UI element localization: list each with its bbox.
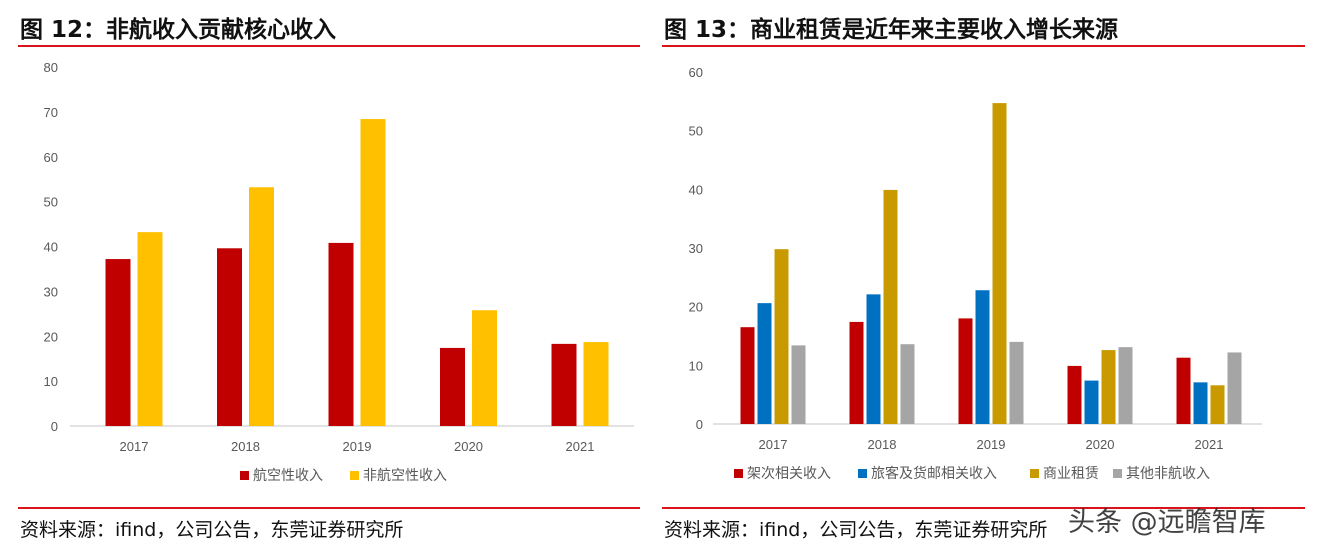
bar-2017-航空性收入 — [105, 259, 131, 426]
x-tick-label: 2018 — [868, 437, 897, 452]
y-tick-label: 60 — [689, 65, 703, 80]
y-tick-label: 50 — [44, 195, 58, 210]
x-tick-label: 2019 — [977, 437, 1006, 452]
bar-2020-旅客及货邮相关收入 — [1084, 380, 1099, 424]
source-note-right: 资料来源：ifind，公司公告，东莞证券研究所 — [664, 519, 1048, 541]
bar-2018-商业租赁 — [883, 189, 898, 424]
source-divider-left — [18, 507, 640, 509]
y-tick-label: 30 — [44, 284, 58, 299]
title-divider-right — [662, 45, 1305, 47]
watermark: 头条 @远瞻智库 — [1068, 507, 1266, 538]
bar-2021-旅客及货邮相关收入 — [1193, 382, 1208, 424]
bar-2021-航空性收入 — [551, 343, 577, 426]
y-tick-label: 40 — [689, 182, 703, 197]
y-tick-label: 70 — [44, 105, 58, 120]
x-tick-label: 2021 — [1195, 437, 1224, 452]
title-divider-left — [18, 45, 640, 47]
bar-2021-架次相关收入 — [1176, 357, 1191, 424]
bar-2019-架次相关收入 — [958, 318, 973, 424]
bar-2020-其他非航收入 — [1118, 347, 1133, 424]
bar-2017-架次相关收入 — [740, 327, 755, 424]
source-note-left: 资料来源：ifind，公司公告，东莞证券研究所 — [20, 519, 404, 541]
bar-2018-其他非航收入 — [900, 344, 915, 424]
bar-2018-旅客及货邮相关收入 — [866, 294, 881, 424]
y-tick-label: 80 — [44, 60, 58, 75]
legend-swatch — [1113, 469, 1122, 478]
bar-2020-商业租赁 — [1101, 350, 1116, 424]
y-tick-label: 10 — [689, 358, 703, 373]
bar-2019-航空性收入 — [328, 242, 354, 426]
figure-13-title: 图 13：商业租赁是近年来主要收入增长来源 — [664, 17, 1119, 43]
x-tick-label: 2020 — [1086, 437, 1115, 452]
y-tick-label: 20 — [689, 300, 703, 315]
legend-swatch — [1030, 469, 1039, 478]
legend-label: 非航空性收入 — [363, 468, 447, 484]
figure-12-title: 图 12：非航收入贡献核心收入 — [20, 17, 337, 43]
x-tick-label: 2018 — [231, 439, 260, 454]
bar-2021-其他非航收入 — [1227, 352, 1242, 424]
bar-2017-旅客及货邮相关收入 — [757, 303, 772, 424]
legend-label: 航空性收入 — [253, 468, 323, 484]
bar-2018-航空性收入 — [217, 248, 242, 426]
bar-2019-旅客及货邮相关收入 — [975, 290, 990, 424]
source-divider-right — [662, 507, 1305, 509]
legend-label: 旅客及货邮相关收入 — [871, 465, 997, 482]
bar-2018-非航空性收入 — [249, 187, 274, 426]
bar-2020-非航空性收入 — [472, 310, 497, 426]
bar-2017-商业租赁 — [774, 249, 789, 424]
bar-2019-非航空性收入 — [360, 119, 386, 427]
legend-label: 其他非航收入 — [1126, 466, 1210, 482]
bar-2019-商业租赁 — [992, 103, 1007, 425]
x-tick-label: 2021 — [566, 439, 595, 454]
x-tick-label: 2019 — [343, 439, 372, 454]
y-tick-label: 50 — [689, 124, 703, 139]
y-tick-label: 10 — [44, 374, 58, 389]
x-tick-label: 2017 — [759, 437, 788, 452]
bar-2019-其他非航收入 — [1009, 341, 1024, 424]
x-tick-label: 2017 — [120, 439, 149, 454]
y-tick-label: 20 — [44, 329, 58, 344]
y-tick-label: 30 — [689, 241, 703, 256]
y-tick-label: 60 — [44, 150, 58, 165]
bar-2020-架次相关收入 — [1067, 365, 1082, 424]
bar-2020-航空性收入 — [440, 347, 465, 426]
legend-label: 架次相关收入 — [747, 466, 831, 482]
y-tick-label: 40 — [44, 240, 58, 255]
bar-2021-商业租赁 — [1210, 385, 1225, 424]
y-tick-label: 0 — [51, 419, 58, 434]
legend-swatch — [734, 469, 743, 478]
y-tick-label: 0 — [696, 417, 703, 432]
legend-label: 商业租赁 — [1043, 466, 1099, 482]
legend-swatch — [240, 471, 249, 480]
bar-2017-非航空性收入 — [137, 232, 163, 426]
x-tick-label: 2020 — [454, 439, 483, 454]
legend-swatch — [350, 471, 359, 480]
bar-2018-架次相关收入 — [849, 321, 864, 424]
bar-2017-其他非航收入 — [791, 345, 806, 424]
legend-swatch — [858, 469, 867, 478]
bar-2021-非航空性收入 — [583, 342, 609, 426]
